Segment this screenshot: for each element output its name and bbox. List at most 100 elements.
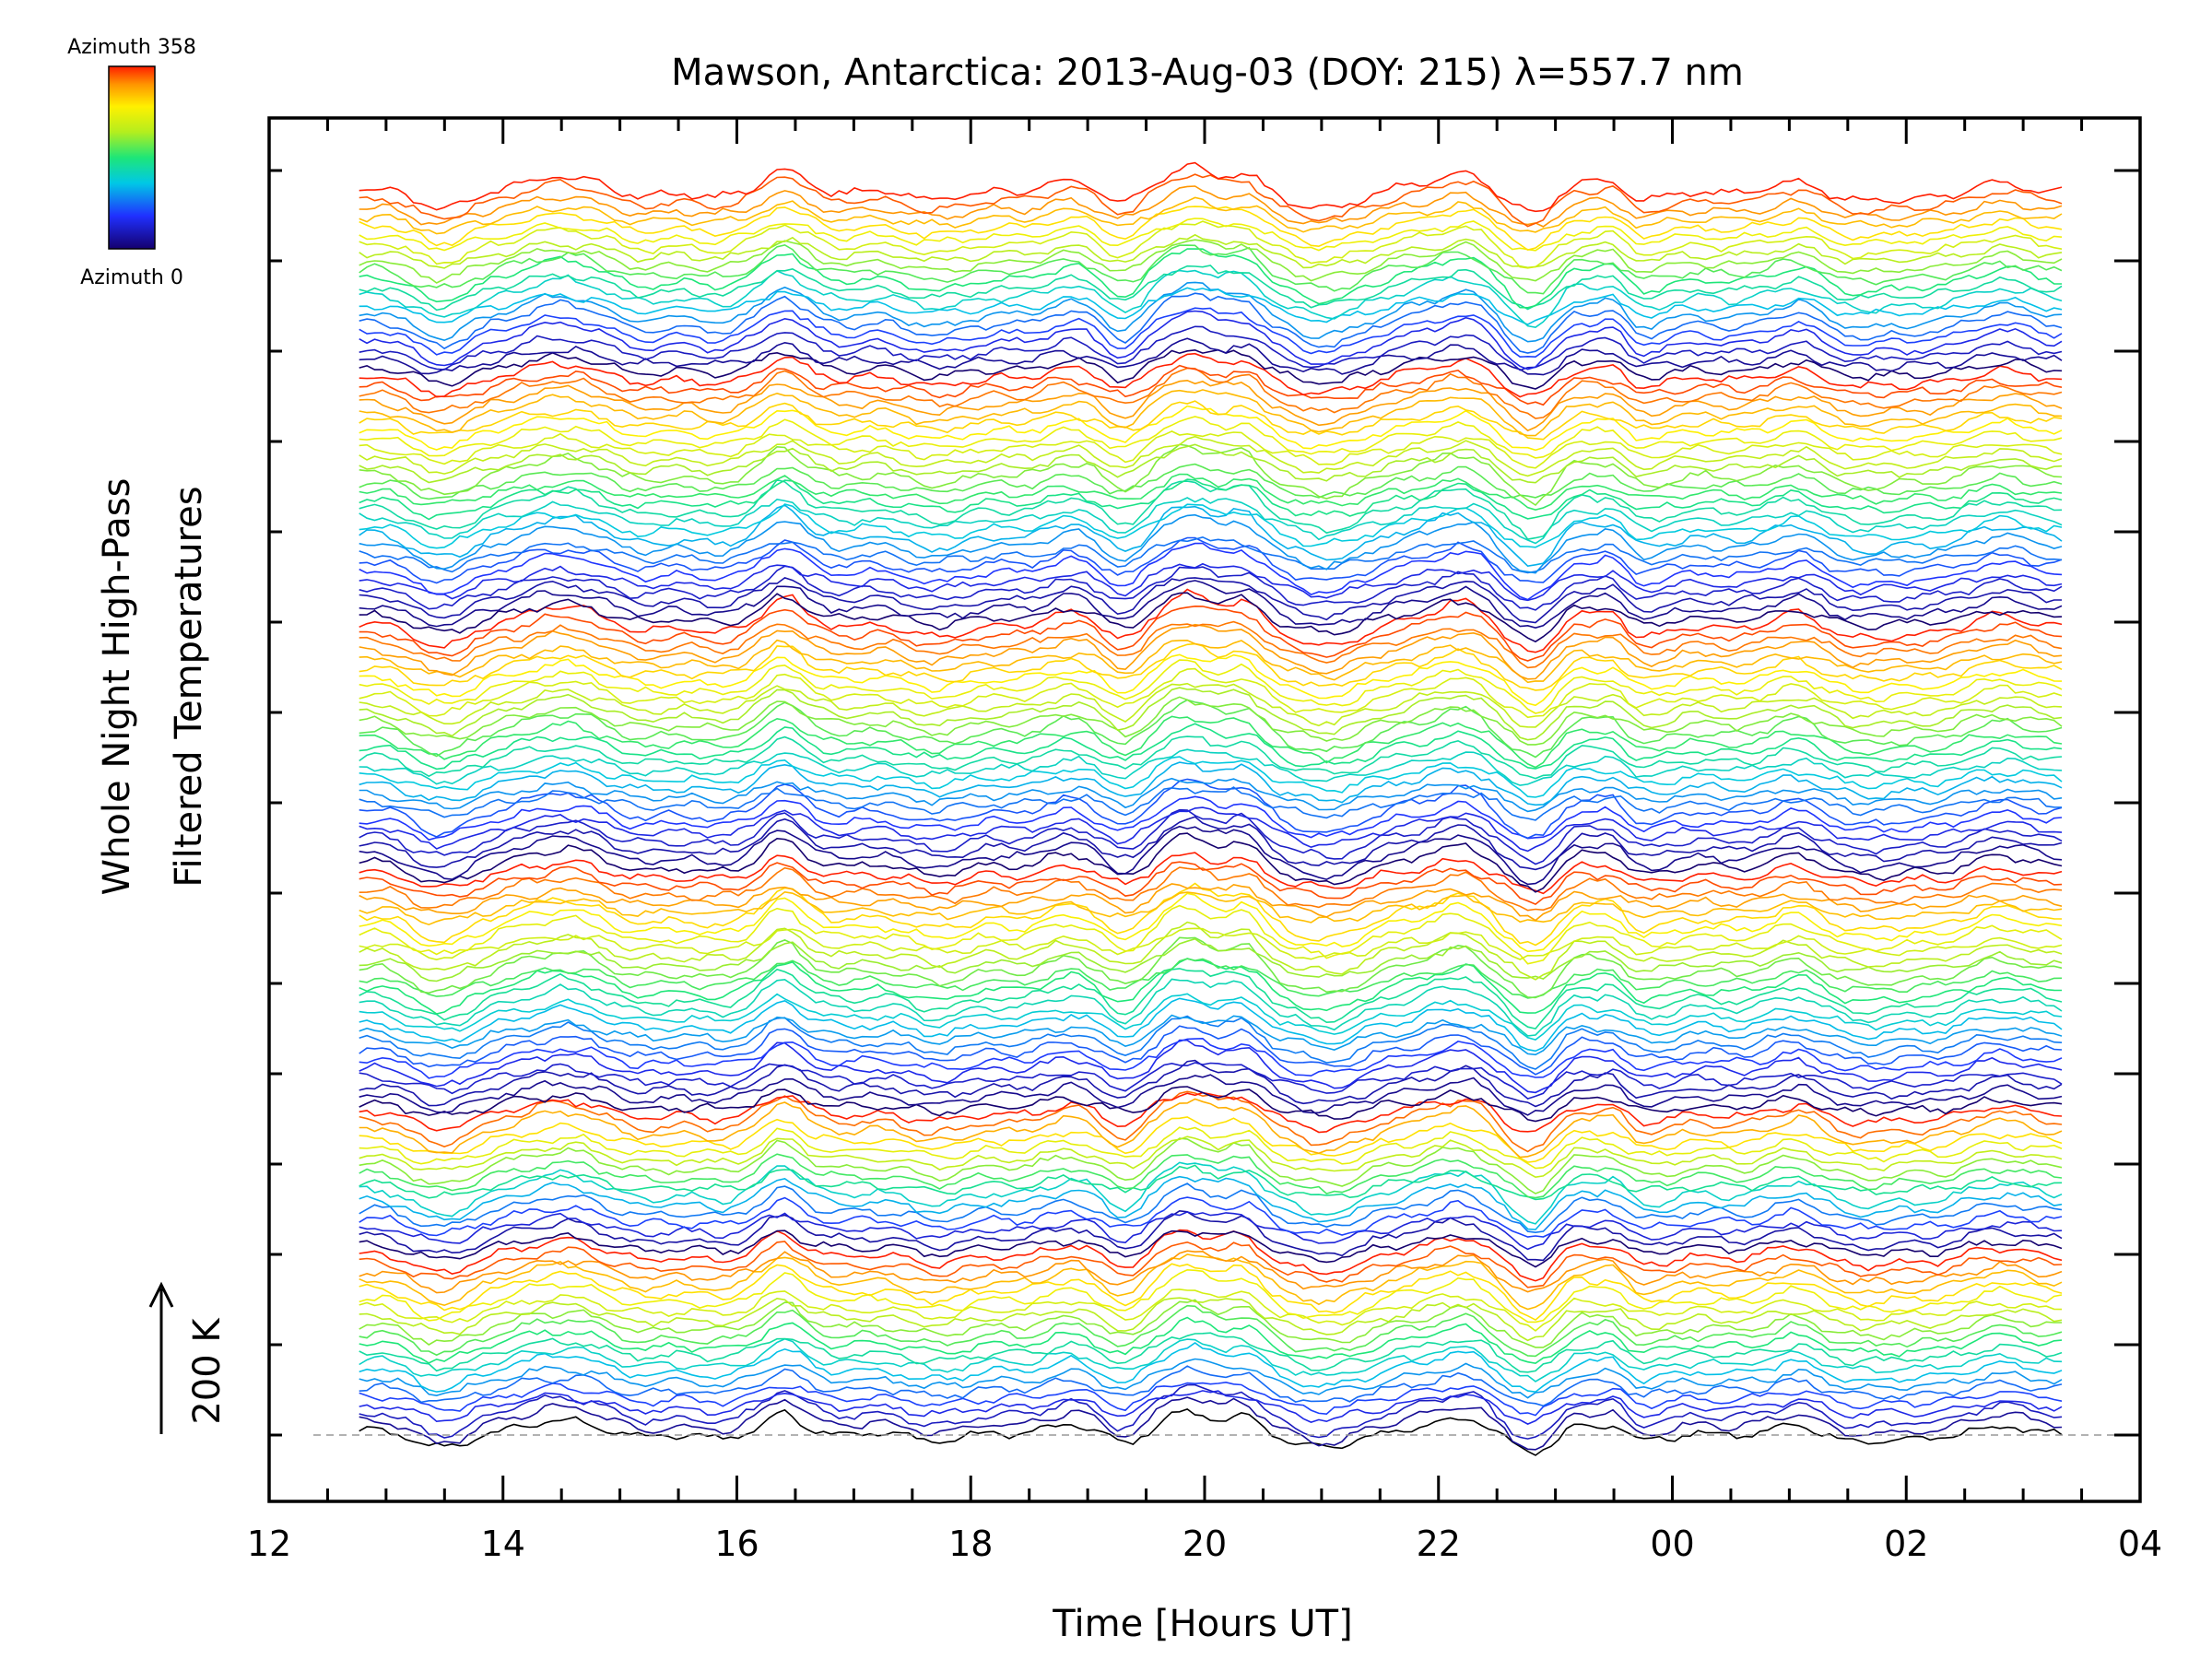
x-tick-label: 14 [481, 1524, 525, 1564]
series-line [359, 1059, 2063, 1108]
series-line [359, 173, 2063, 228]
series-line [359, 1304, 2063, 1358]
series-line [359, 852, 2063, 895]
series-line [359, 958, 2063, 999]
series-line [359, 936, 2063, 999]
series-line [359, 786, 2063, 821]
series-line [359, 659, 2063, 714]
series-line [359, 816, 2063, 871]
series-line [359, 1383, 2063, 1440]
series-line [359, 639, 2063, 684]
series-line [359, 580, 2063, 629]
series-line [359, 1182, 2063, 1234]
series-line [359, 883, 2063, 922]
series-line [359, 389, 2063, 437]
series-line [359, 463, 2063, 500]
series-line [359, 687, 2063, 741]
series-line [359, 430, 2063, 469]
series-line [359, 605, 2063, 662]
series-line [359, 968, 2063, 1030]
colorbar-top-label: Azimuth 358 [67, 36, 196, 59]
x-tick-label: 20 [1182, 1524, 1227, 1564]
x-tick-label: 00 [1650, 1524, 1694, 1564]
series-line [359, 281, 2063, 343]
series-line [359, 1263, 2063, 1322]
series-line [359, 405, 2063, 452]
series-line [359, 1230, 2063, 1268]
series-line [359, 1342, 2063, 1394]
series-line [359, 497, 2063, 545]
series-line [359, 1209, 2063, 1262]
series-line [359, 993, 2063, 1041]
x-tick-label: 18 [948, 1524, 993, 1564]
series-line [359, 642, 2063, 691]
series-line [359, 1316, 2063, 1365]
series-line [359, 866, 2063, 912]
series-line [359, 565, 2063, 611]
series-line [359, 220, 2063, 269]
series-line [359, 937, 2063, 982]
series-line [359, 239, 2063, 284]
series-line [359, 1137, 2063, 1194]
series-line [359, 756, 2063, 798]
series-line [359, 1153, 2063, 1199]
x-axis-label: Time [Hours UT] [1052, 1603, 1352, 1645]
scale-indicator: 200 K [148, 1281, 229, 1434]
series-line [359, 513, 2063, 574]
series-line [359, 682, 2063, 728]
series-line [359, 795, 2063, 841]
series-line [359, 577, 2062, 624]
series-line [359, 748, 2063, 786]
colorbar-bottom-label: Azimuth 0 [80, 266, 183, 289]
x-tick-label: 16 [714, 1524, 759, 1564]
series-line [359, 1015, 2063, 1070]
scale-arrow-head [148, 1281, 174, 1308]
series-line [359, 400, 2063, 441]
series-line [359, 562, 2063, 602]
series-line [359, 1229, 2063, 1282]
series-line [359, 715, 2063, 769]
series-line [359, 978, 2063, 1037]
series-line [359, 352, 2063, 398]
series-line [359, 778, 2063, 840]
series-line [359, 1086, 2063, 1123]
series-line [359, 536, 2063, 584]
series-line [359, 890, 2063, 926]
series-line [359, 185, 2063, 228]
series-line [359, 443, 2063, 484]
series-line [359, 592, 2063, 643]
series-line [359, 620, 2063, 669]
series-line [359, 1126, 2063, 1170]
series-line [359, 653, 2063, 707]
series-line [359, 1091, 2063, 1134]
series-line [359, 806, 2063, 853]
series-line [359, 1381, 2063, 1417]
colorbar-gradient [108, 65, 156, 250]
trace-group [359, 161, 2063, 1456]
series-line [359, 1062, 2063, 1100]
series-line [359, 1211, 2063, 1251]
series-line [359, 1039, 2063, 1094]
series-line [359, 1074, 2063, 1116]
series-line [359, 535, 2063, 574]
x-tick-label: 02 [1884, 1524, 1928, 1564]
series-line [359, 542, 2063, 601]
scale-label: 200 K [186, 1317, 229, 1425]
series-line [359, 832, 2063, 893]
series-line [359, 265, 2063, 312]
series-line [359, 723, 2063, 771]
series-line [359, 1037, 2063, 1079]
series-line [359, 379, 2063, 432]
x-tick-label: 12 [247, 1524, 291, 1564]
series-line [359, 348, 2063, 390]
series-line [359, 1135, 2063, 1179]
series-line [359, 1365, 2063, 1407]
series-line [359, 1332, 2063, 1373]
series-line [359, 958, 2063, 1015]
series-line [359, 1288, 2063, 1332]
series-line [359, 1175, 2063, 1230]
series-line [359, 735, 2063, 780]
series-line [359, 243, 2063, 295]
series-line [359, 218, 2063, 252]
series-line [359, 248, 2063, 309]
